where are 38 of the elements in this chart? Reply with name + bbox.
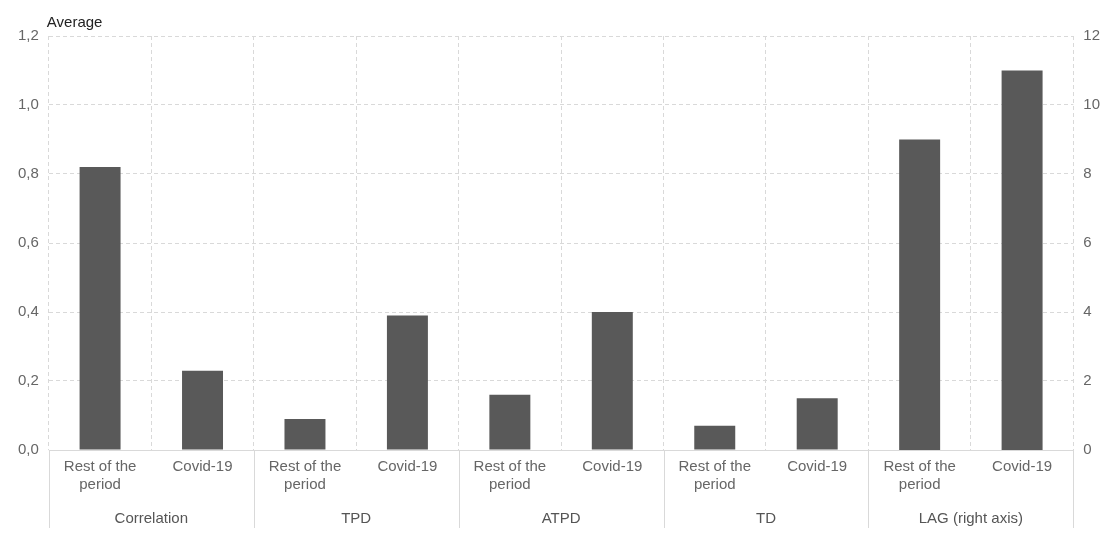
x-tick-label: Rest of the period (473, 457, 547, 493)
bar (694, 425, 736, 450)
text: TD (755, 508, 777, 526)
x-tick-label: Rest of the period (63, 457, 137, 493)
y2-tick-label: 8 (1083, 164, 1092, 182)
bar (796, 398, 838, 450)
text: ATPD (541, 508, 581, 526)
y-tick-label: 1,0 (17, 95, 39, 113)
y-tick-label: 1,2 (17, 26, 39, 44)
y2-tick-label: 12 (1083, 26, 1100, 44)
x-tick-label: Rest of the period (883, 457, 956, 493)
y-tick-label: 0,8 (17, 164, 39, 182)
y-tick-label: 0,4 (17, 302, 39, 320)
x-tick-label: Covid-19 (787, 457, 848, 475)
y-axis-title: Average (46, 12, 103, 30)
y-tick-label: 0,0 (17, 440, 39, 458)
y2-tick-label: 4 (1083, 302, 1092, 320)
bar (489, 394, 531, 450)
bar (591, 312, 633, 450)
bar (182, 370, 224, 450)
y-tick-label: 0,6 (17, 233, 39, 251)
text: TPD (341, 508, 372, 526)
y2-tick-label: 6 (1083, 233, 1092, 251)
y2-tick-label: 0 (1083, 440, 1092, 458)
x-tick-label: Covid-19 (992, 457, 1053, 475)
bar (79, 167, 121, 450)
y-tick-label: 0,2 (17, 371, 39, 389)
y2-tick-label: 10 (1083, 95, 1100, 113)
text: Correlation (114, 508, 188, 526)
bar (386, 315, 428, 450)
x-tick-label: Covid-19 (172, 457, 233, 475)
y2-tick-label: 2 (1083, 371, 1092, 389)
x-tick-label: Covid-19 (377, 457, 438, 475)
x-tick-label: Rest of the period (678, 457, 752, 493)
text: LAG (right axis) (918, 508, 1023, 526)
x-tick-label: Covid-19 (582, 457, 643, 475)
x-tick-label: Rest of the period (268, 457, 342, 493)
bar (284, 418, 326, 450)
